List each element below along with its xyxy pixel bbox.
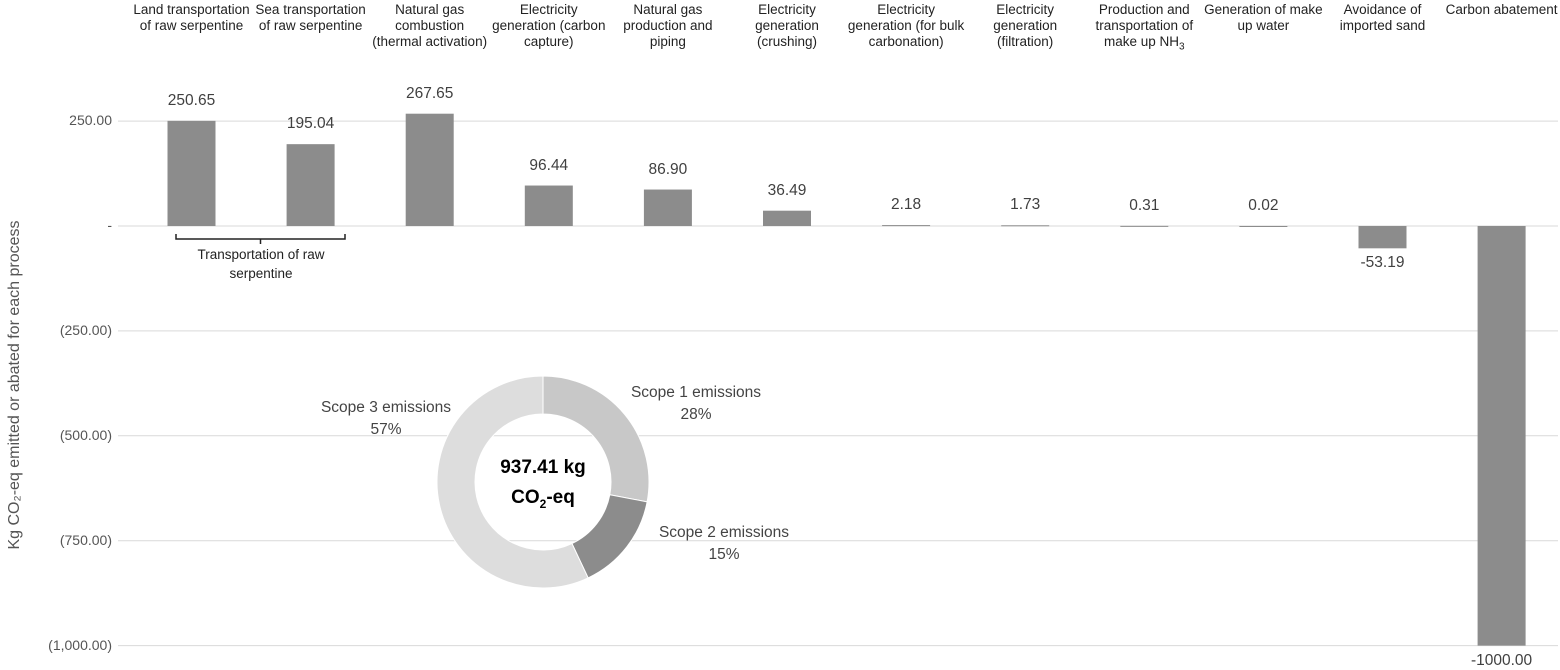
bar [882,225,931,227]
data-label: 267.65 [405,84,454,102]
category-label: Natural gas combustion (thermal activati… [372,2,488,49]
donut-unit: CO2-eq [511,487,575,511]
donut-label-scope-3: Scope 3 emissions 57% [308,397,464,441]
category-label: Carbon abatement [1445,2,1558,17]
category-label: Sea transportation of raw serpentine [255,2,366,33]
category-label: Avoidance of imported sand [1339,2,1426,33]
data-label: -1000.00 [1470,651,1533,669]
bar [524,185,573,226]
category-label: Electricity generation (carbon capture) [492,2,606,49]
donut-label-scope-1: Scope 1 emissions 28% [618,382,774,426]
y-tick-label: - [107,217,112,233]
category-label: Electricity generation (filtration) [993,2,1058,49]
scope-2-name: Scope 2 emissions [658,524,790,541]
bar [643,189,692,226]
transportation-brace [175,234,346,244]
data-label: 96.44 [529,156,569,174]
data-label: 86.90 [648,160,688,178]
scope-1-name: Scope 1 emissions [630,384,762,401]
donut-chart [436,375,650,589]
data-label: 1.73 [1010,196,1041,214]
data-label: 0.31 [1129,196,1160,214]
y-tick-label: (750.00) [59,531,112,548]
brace-line [175,234,346,244]
category-label: Production and transportation of make up… [1095,2,1194,53]
bar [1239,225,1288,227]
y-tick-label: (250.00) [59,321,112,338]
bar [286,144,335,226]
data-label: 36.49 [767,181,807,199]
data-label: -53.19 [1360,254,1405,272]
category-label: Natural gas production and piping [623,2,713,49]
bar [1120,225,1169,227]
data-label: 2.18 [891,196,922,214]
brace-annotation: Transportation of raw serpentine [197,247,325,281]
scope-1-percent: 28% [680,406,712,423]
gridlines [118,120,1558,647]
category-label: Generation of make up water [1204,2,1323,33]
bar [167,120,216,226]
data-label: 0.02 [1248,196,1279,214]
y-tick-label: 250.00 [69,112,112,129]
donut-center-label: 937.41 kg CO2-eq [463,453,623,519]
y-tick-label: (1,000.00) [48,636,112,653]
y-axis-label: Kg CO₂-eq emitted or abated for each pro… [6,220,23,550]
donut-label-scope-2: Scope 2 emissions 15% [646,522,802,566]
donut-slice [436,375,589,589]
category-label: Land transportation of raw serpentine [133,2,250,33]
bar [405,113,454,226]
scope-3-name: Scope 3 emissions [320,399,452,416]
bar [1358,226,1407,249]
y-tick-label: (500.00) [59,426,112,443]
category-label: Electricity generation (crushing) [755,2,819,49]
bar [763,210,811,226]
scope-3-percent: 57% [370,421,402,438]
data-label: 195.04 [286,115,335,133]
bar [1001,225,1050,227]
bar [1477,226,1526,646]
scope-2-percent: 15% [708,546,740,563]
bars [167,113,1526,646]
category-label: Electricity generation (for bulk carbona… [847,2,965,49]
data-label: 250.65 [167,91,216,109]
donut-total: 937.41 kg [500,457,586,478]
